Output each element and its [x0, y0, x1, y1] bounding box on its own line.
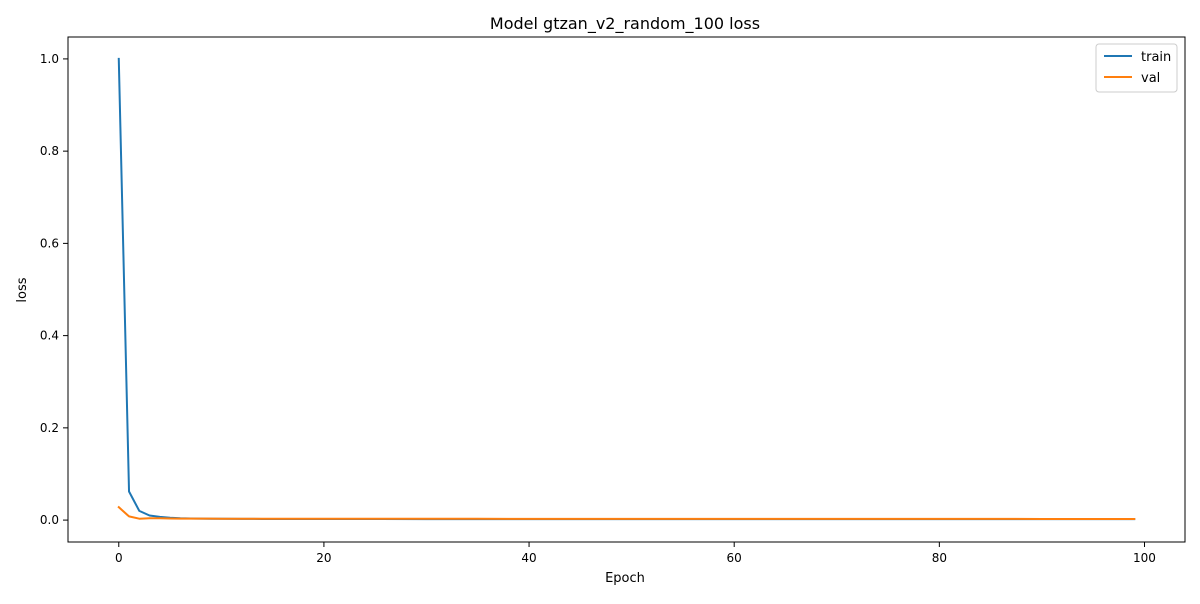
axes-frame: [67, 36, 1186, 543]
y-axis-label: loss: [15, 277, 30, 302]
y-tick-label: 1.0: [40, 52, 59, 66]
y-tick-label: 0.0: [40, 513, 59, 527]
legend-label-val: val: [1141, 71, 1160, 86]
x-tick-label: 0: [115, 551, 123, 565]
legend-label-train: train: [1141, 50, 1171, 65]
x-tick-label: 20: [316, 551, 331, 565]
y-tick-label: 0.6: [40, 236, 59, 250]
y-tick-label: 0.4: [40, 329, 59, 343]
x-tick-label: 40: [521, 551, 536, 565]
x-tick-label: 80: [932, 551, 947, 565]
x-axis-label: Epoch: [605, 571, 645, 586]
legend: train val: [1095, 43, 1178, 93]
plot-area: 0 20 40 60 80 100 0.0 0.2 0.4 0.6 0.8 1.0: [40, 36, 1186, 565]
y-tick-label: 0.8: [40, 144, 59, 158]
series-line-val: [117, 505, 1136, 520]
x-tick-label: 60: [727, 551, 742, 565]
x-tick-label: 100: [1133, 551, 1156, 565]
y-tick-label: 0.2: [40, 421, 59, 435]
chart-title: Model gtzan_v2_random_100 loss: [490, 14, 760, 34]
